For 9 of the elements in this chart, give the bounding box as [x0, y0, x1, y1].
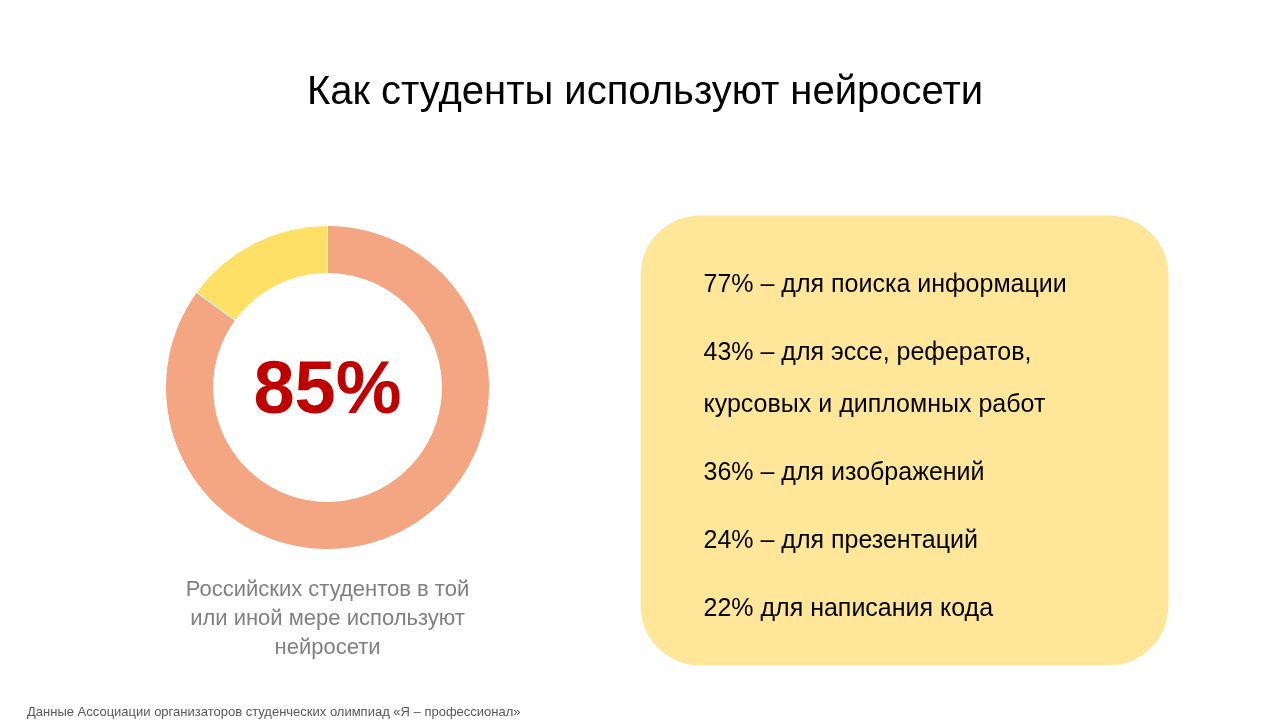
text: 22% для написания кода	[703, 592, 994, 621]
text: 24% – для презентаций	[703, 524, 978, 553]
text: 77% – для поиска информации	[703, 268, 1067, 297]
text: Российских студентов в той или иной мере используют нейросети	[185, 576, 470, 659]
text: Как студенты используют нейросети	[306, 67, 984, 113]
text: 43% – для эссе, рефератов, курсовых и дипломных работ	[703, 336, 1046, 417]
text: Данные Ассоциации организаторов студенческих олимпиад «Я – профессионал»	[27, 703, 521, 720]
data-label: 85%	[253, 346, 402, 429]
text: 36% – для изображений	[703, 456, 985, 485]
